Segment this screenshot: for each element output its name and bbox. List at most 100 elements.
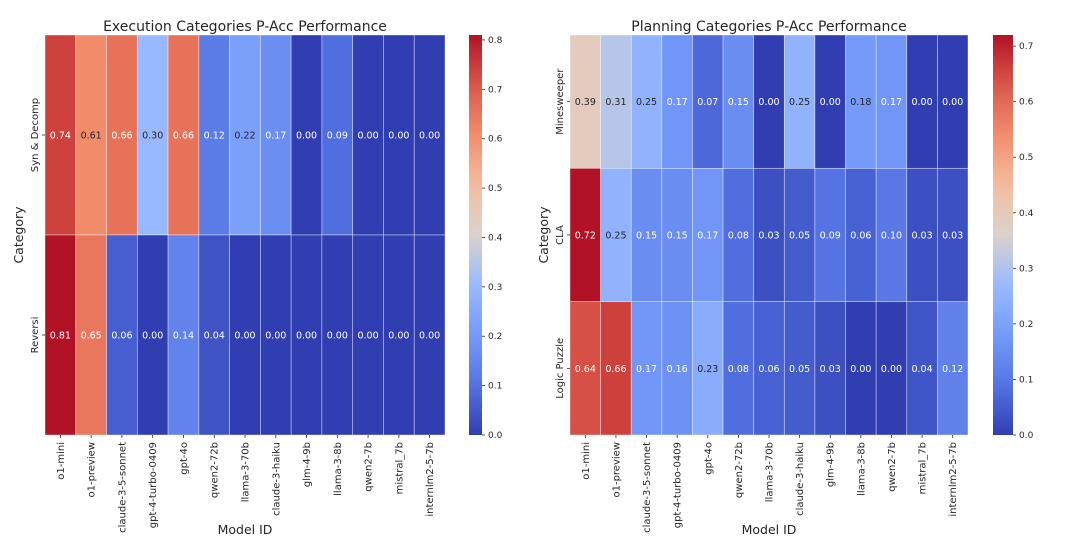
colorbar-tick-label: 0.4 bbox=[1019, 209, 1034, 219]
x-tick-label: llama-3-70b bbox=[241, 442, 252, 502]
x-tick-label: gpt-4o bbox=[179, 442, 190, 475]
x-tick-label: o1-preview bbox=[611, 442, 622, 498]
cell-value-label: 0.00 bbox=[388, 331, 409, 342]
heatmap-cell bbox=[630, 34, 663, 169]
cell-value-label: 0.08 bbox=[728, 364, 749, 375]
x-tick-label: llama-3-8b bbox=[856, 442, 867, 496]
cell-value-label: 0.06 bbox=[758, 364, 779, 375]
y-tick-label: Reversi bbox=[30, 317, 41, 354]
cell-value-label: 0.25 bbox=[789, 97, 810, 108]
cell-value-label: 0.14 bbox=[173, 331, 194, 342]
heatmap-cell bbox=[783, 301, 816, 436]
cell-value-label: 0.00 bbox=[820, 97, 841, 108]
heatmap-cell bbox=[753, 167, 785, 303]
heatmap-cell bbox=[167, 234, 200, 436]
cell-value-label: 0.61 bbox=[81, 131, 102, 142]
heatmap-cell bbox=[600, 301, 632, 436]
cell-value-label: 0.00 bbox=[234, 331, 255, 342]
cell-value-label: 0.22 bbox=[234, 131, 255, 142]
cell-value-label: 0.16 bbox=[667, 364, 688, 375]
heatmap-cell bbox=[722, 34, 755, 169]
heatmap-cell bbox=[413, 234, 446, 436]
colorbar-tick-label: 0.0 bbox=[1019, 431, 1034, 441]
chart-title: Execution Categories P-Acc Performance bbox=[103, 19, 387, 35]
x-tick-label: gpt-4-turbo-0409 bbox=[148, 442, 159, 528]
colorbar-tick-label: 0.3 bbox=[488, 283, 502, 293]
cell-value-label: 0.00 bbox=[142, 331, 163, 342]
cell-value-label: 0.09 bbox=[327, 131, 348, 142]
heatmap-cell bbox=[875, 167, 908, 303]
x-tick-label: internlm2-5-7b bbox=[948, 442, 959, 517]
heatmap-cell bbox=[937, 301, 969, 436]
heatmap-cell bbox=[906, 301, 938, 436]
cell-value-label: 0.08 bbox=[728, 231, 749, 242]
y-axis-label: Category bbox=[11, 206, 26, 264]
colorbar-tick-label: 0.5 bbox=[488, 184, 502, 194]
x-tick-label: claude-3-5-sonnet bbox=[642, 442, 653, 533]
heatmap-cell bbox=[260, 234, 292, 436]
x-tick-label: mistral_7b bbox=[918, 442, 929, 494]
cell-value-label: 0.39 bbox=[575, 97, 596, 108]
x-axis-label: Model ID bbox=[742, 522, 797, 537]
colorbar-tick-label: 0.5 bbox=[1019, 153, 1033, 163]
heatmap-cell bbox=[44, 34, 77, 236]
x-tick-label: gpt-4o bbox=[703, 442, 714, 475]
cell-value-label: 0.00 bbox=[265, 331, 286, 342]
x-tick-label: o1-mini bbox=[56, 442, 67, 480]
heatmap-cell bbox=[753, 301, 785, 436]
cell-value-label: 0.12 bbox=[942, 364, 963, 375]
heatmap-cell bbox=[290, 234, 323, 436]
colorbar-tick-label: 0.2 bbox=[488, 332, 502, 342]
cell-value-label: 0.23 bbox=[697, 364, 718, 375]
heatmap-cell bbox=[413, 34, 446, 236]
cell-value-label: 0.12 bbox=[204, 131, 225, 142]
heatmap-cell bbox=[106, 234, 138, 436]
cell-value-label: 0.18 bbox=[850, 97, 871, 108]
cell-value-label: 0.17 bbox=[881, 97, 902, 108]
heatmap-cell bbox=[906, 34, 938, 169]
heatmap-cell bbox=[845, 34, 877, 169]
cell-value-label: 0.00 bbox=[850, 364, 871, 375]
heatmap-cell bbox=[661, 34, 693, 169]
colorbar-tick-label: 0.2 bbox=[1019, 320, 1033, 330]
heatmap-cell bbox=[906, 167, 938, 303]
heatmap-cell bbox=[260, 34, 292, 236]
cell-value-label: 0.00 bbox=[357, 131, 378, 142]
cell-value-label: 0.03 bbox=[758, 231, 779, 242]
cell-value-label: 0.06 bbox=[111, 331, 132, 342]
heatmap-cell bbox=[722, 301, 755, 436]
y-tick-label: Syn & Decomp bbox=[30, 98, 41, 172]
x-tick-label: o1-preview bbox=[87, 442, 98, 498]
heatmap-cell bbox=[722, 167, 755, 303]
heatmap-cell bbox=[814, 167, 846, 303]
chart-title: Planning Categories P-Acc Performance bbox=[631, 19, 906, 35]
heatmap-cells: 0.74 0.61 0.66 0.30 0.66 0.12 0.22 0.17 0.00 0.09… bbox=[44, 34, 446, 436]
x-tick-label: claude-3-haiku bbox=[795, 442, 806, 516]
y-tick-label: Logic Puzzle bbox=[555, 338, 566, 399]
cell-value-label: 0.00 bbox=[419, 131, 440, 142]
heatmap-cell bbox=[661, 167, 693, 303]
cell-value-label: 0.64 bbox=[575, 364, 596, 375]
heatmap-cell bbox=[44, 234, 77, 436]
heatmap-cell bbox=[630, 301, 663, 436]
cell-value-label: 0.10 bbox=[881, 231, 902, 242]
heatmap-cell bbox=[167, 34, 200, 236]
heatmap-cell bbox=[753, 34, 785, 169]
cell-value-label: 0.05 bbox=[789, 364, 810, 375]
heatmap-cell bbox=[229, 234, 261, 436]
heatmap-cell bbox=[845, 301, 877, 436]
cell-value-label: 0.65 bbox=[81, 331, 102, 342]
cell-value-label: 0.74 bbox=[50, 131, 71, 142]
x-tick-label: glm-4-9b bbox=[826, 442, 837, 487]
cell-value-label: 0.00 bbox=[357, 331, 378, 342]
cell-value-label: 0.31 bbox=[605, 97, 626, 108]
cell-value-label: 0.00 bbox=[419, 331, 440, 342]
heatmap-cell bbox=[198, 234, 230, 436]
heatmap-cell bbox=[106, 34, 138, 236]
x-tick-label: glm-4-9b bbox=[302, 442, 313, 487]
colorbar-tick-label: 0.1 bbox=[1019, 375, 1033, 385]
cell-value-label: 0.09 bbox=[820, 231, 841, 242]
colorbar-tick-label: 0.7 bbox=[488, 85, 502, 95]
colorbar-tick-label: 0.4 bbox=[488, 233, 503, 243]
